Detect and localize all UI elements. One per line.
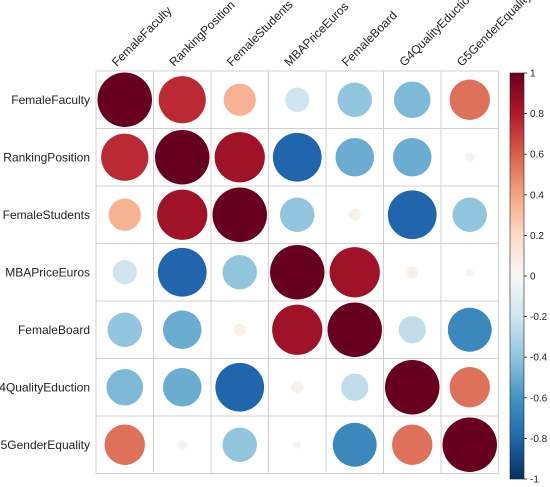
corr-circle-G4QualityEduction-FemaleFaculty <box>106 368 144 406</box>
corr-circle-MBAPriceEuros-FemaleStudents <box>222 255 257 290</box>
colorbar-tick-label: 0.4 <box>530 190 544 201</box>
corr-circle-FemaleStudents-G4QualityEduction <box>387 190 437 240</box>
corr-circle-G4QualityEduction-FemaleStudents <box>215 362 265 412</box>
corr-circle-FemaleStudents-FemaleStudents <box>212 187 267 242</box>
corr-circle-MBAPriceEuros-MBAPriceEuros <box>270 245 325 300</box>
colorbar-tick-label: 0.2 <box>530 231 544 242</box>
colorbar-gradient <box>509 72 525 480</box>
colorbar-tick-label: 1 <box>530 69 536 80</box>
corr-circle-FemaleFaculty-MBAPriceEuros <box>285 87 310 112</box>
corr-circle-G5GenderEquality-G5GenderEquality <box>442 417 497 472</box>
corr-circle-FemaleStudents-FemaleBoard <box>348 208 361 221</box>
corr-circle-G4QualityEduction-FemaleBoard <box>341 373 369 401</box>
corr-circle-FemaleBoard-FemaleBoard <box>327 302 382 357</box>
colorbar-tick-label: 0 <box>530 272 536 283</box>
corr-circle-FemaleStudents-RankingPosition <box>157 189 208 240</box>
corr-circle-FemaleFaculty-FemaleBoard <box>337 82 372 117</box>
corr-circle-FemaleFaculty-RankingPosition <box>158 76 206 124</box>
corr-circle-MBAPriceEuros-FemaleFaculty <box>112 260 137 285</box>
colorbar-tick-label: -0.4 <box>530 353 548 364</box>
grid-lines <box>95 70 499 474</box>
corr-circle-RankingPosition-FemaleStudents <box>214 132 265 183</box>
colorbar-tick-label: -0.2 <box>530 312 548 323</box>
corr-circle-FemaleStudents-MBAPriceEuros <box>280 197 315 232</box>
corr-circle-RankingPosition-MBAPriceEuros <box>272 132 322 182</box>
row-label: RankingPosition <box>3 150 90 164</box>
row-label: FemaleBoard <box>18 323 90 337</box>
corr-circle-G5GenderEquality-G4QualityEduction <box>392 424 433 465</box>
colorbar: 1 0.8 0.6 0.4 0.2 0 -0.2 -0.4 -0.6 -0.8 -1 <box>509 69 548 486</box>
corr-circle-MBAPriceEuros-G4QualityEduction <box>406 266 419 279</box>
corr-circle-FemaleFaculty-G4QualityEduction <box>393 81 431 119</box>
column-label: FemaleFaculty <box>109 4 175 70</box>
corr-circle-G5GenderEquality-MBAPriceEuros <box>293 440 302 449</box>
column-label: G5GenderEquality <box>454 0 534 69</box>
corr-circle-RankingPosition-G5GenderEquality <box>465 152 475 162</box>
corr-circle-FemaleFaculty-FemaleStudents <box>223 83 256 116</box>
corr-circle-FemaleFaculty-G5GenderEquality <box>449 79 490 120</box>
corr-circle-RankingPosition-RankingPosition <box>155 130 210 185</box>
row-label: G4QualityEduction <box>0 380 90 394</box>
colorbar-tick-label: -0.8 <box>530 434 548 445</box>
corr-circle-G5GenderEquality-RankingPosition <box>177 440 187 450</box>
corr-circle-FemaleBoard-G5GenderEquality <box>447 307 492 352</box>
corr-circle-MBAPriceEuros-RankingPosition <box>157 247 207 297</box>
row-label: MBAPriceEuros <box>5 265 90 279</box>
colorbar-tick-label: 0.8 <box>530 109 544 120</box>
corr-circle-FemaleBoard-FemaleFaculty <box>107 312 142 347</box>
colorbar-tick-label: -1 <box>530 475 539 486</box>
colorbar-tick-label: -0.6 <box>530 393 548 404</box>
corr-circle-RankingPosition-G4QualityEduction <box>392 137 432 177</box>
corr-circle-FemaleBoard-G4QualityEduction <box>398 316 426 344</box>
corr-circle-G5GenderEquality-FemaleBoard <box>332 422 377 467</box>
corr-circle-G4QualityEduction-RankingPosition <box>162 367 202 407</box>
corr-circle-G4QualityEduction-G5GenderEquality <box>449 367 490 408</box>
correlation-circles <box>97 72 497 472</box>
corr-circle-G5GenderEquality-FemaleStudents <box>222 427 257 462</box>
colorbar-tick-label: 0.6 <box>530 150 544 161</box>
corr-circle-FemaleBoard-FemaleStudents <box>233 323 246 336</box>
row-label: G5GenderEquality <box>0 438 90 452</box>
corr-circle-MBAPriceEuros-G5GenderEquality <box>465 268 474 277</box>
corr-circle-G4QualityEduction-MBAPriceEuros <box>291 381 304 394</box>
corr-circle-RankingPosition-FemaleFaculty <box>101 133 149 181</box>
row-label: FemaleFaculty <box>11 93 90 107</box>
corr-circle-FemaleFaculty-FemaleFaculty <box>97 72 152 127</box>
column-label: FemaleBoard <box>339 8 400 69</box>
corr-circle-FemaleBoard-RankingPosition <box>162 310 202 350</box>
corr-circle-G5GenderEquality-FemaleFaculty <box>104 424 145 465</box>
corr-circle-RankingPosition-FemaleBoard <box>335 137 375 177</box>
corr-circle-FemaleStudents-G5GenderEquality <box>452 197 487 232</box>
corr-circle-FemaleStudents-FemaleFaculty <box>108 198 141 231</box>
corr-circle-MBAPriceEuros-FemaleBoard <box>329 247 380 298</box>
corr-circle-FemaleBoard-MBAPriceEuros <box>272 304 323 355</box>
corr-circle-G4QualityEduction-G4QualityEduction <box>385 360 440 415</box>
row-label: FemaleStudents <box>3 208 90 222</box>
